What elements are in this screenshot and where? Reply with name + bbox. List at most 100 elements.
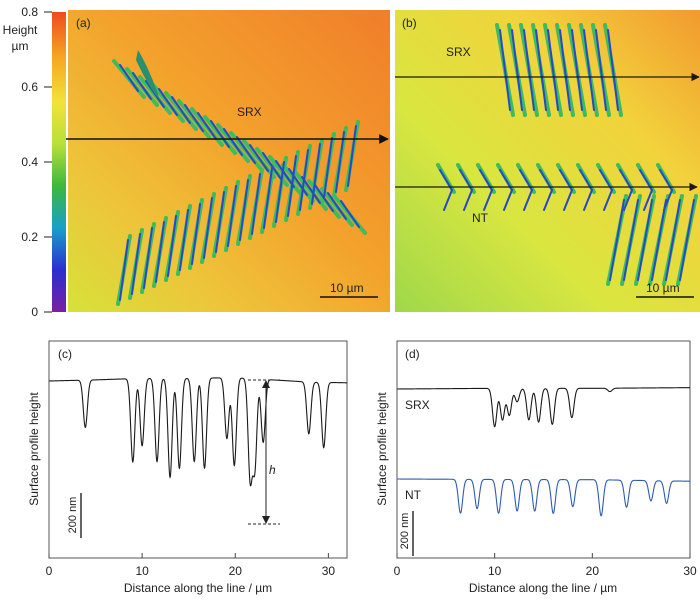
profile-chart-d-series-label-srx: SRX xyxy=(405,398,430,412)
profile-chart-d-x-axis: 0 10 20 30 xyxy=(394,553,697,578)
striation xyxy=(119,239,129,301)
striation xyxy=(607,29,619,111)
striation xyxy=(323,137,333,199)
profile-chart-c: (c) 0 10 20 30 Distance along the line / µm… xyxy=(27,340,348,595)
striation xyxy=(563,189,573,211)
striation xyxy=(236,136,256,164)
colorbar-tick-label: 0.4 xyxy=(21,155,38,169)
height-map-a-scale-label: 10 µm xyxy=(330,281,364,295)
striation xyxy=(223,128,243,156)
striation xyxy=(603,189,613,211)
striation xyxy=(535,29,547,111)
profile-chart-c-scale-bar: 200 nm xyxy=(67,493,82,538)
colorbar-gradient xyxy=(52,12,66,312)
x-tick-label: 30 xyxy=(322,564,336,578)
striation xyxy=(299,149,309,211)
profile-chart-c-trace xyxy=(49,377,347,487)
striation xyxy=(143,227,153,289)
striation xyxy=(275,161,285,223)
striation xyxy=(210,120,230,148)
height-map-a-panel-label: (a) xyxy=(76,16,91,30)
height-map-a-striations xyxy=(112,50,367,306)
striation xyxy=(136,50,160,100)
striation xyxy=(623,189,633,211)
colorbar-tick-label: 0.8 xyxy=(21,5,38,19)
colorbar-unit: µm xyxy=(12,39,29,53)
striation xyxy=(119,64,139,92)
striation xyxy=(203,197,213,259)
x-tick-label: 0 xyxy=(46,564,53,578)
striation xyxy=(571,29,583,111)
striation xyxy=(483,189,493,211)
x-tick-label: 10 xyxy=(135,564,149,578)
profile-chart-d-scale-bar: 200 nm xyxy=(399,511,414,556)
striation xyxy=(651,199,667,281)
striation xyxy=(443,189,453,211)
x-tick-label: 0 xyxy=(394,564,401,578)
striation xyxy=(595,29,607,111)
profile-chart-c-frame xyxy=(48,340,348,559)
striation xyxy=(547,29,559,111)
colorbar-tick-label: 0.2 xyxy=(21,230,38,244)
striation xyxy=(301,176,321,204)
x-tick-label: 20 xyxy=(229,564,243,578)
profile-chart-d-x-axis-label: Distance along the line / µm xyxy=(469,581,617,595)
height-map-b-background xyxy=(395,10,700,312)
profile-chart-d-panel-label: (d) xyxy=(405,347,420,361)
striation xyxy=(583,29,595,111)
striation xyxy=(523,189,533,211)
colorbar-tick-label: 0.6 xyxy=(21,80,38,94)
profile-chart-c-depth-marker: h xyxy=(248,379,280,525)
x-tick-label: 20 xyxy=(586,564,600,578)
striation xyxy=(184,104,204,132)
striation xyxy=(523,29,535,111)
striation xyxy=(665,199,681,281)
striation xyxy=(158,88,178,116)
striation xyxy=(197,112,217,140)
striation xyxy=(287,155,297,217)
striation xyxy=(311,143,321,205)
striation xyxy=(171,96,191,124)
striation xyxy=(463,189,473,211)
striation xyxy=(499,29,511,111)
striation xyxy=(623,199,639,281)
colorbar-ticks: 0.8 0.6 0.4 0.2 0 xyxy=(21,5,52,319)
height-map-b-panel-label: (b) xyxy=(402,16,417,30)
profile-chart-d-frame xyxy=(396,340,691,559)
profile-chart-d-series-label-nt: NT xyxy=(405,488,422,502)
striation xyxy=(179,209,189,271)
striation xyxy=(263,167,273,229)
striation xyxy=(249,144,269,172)
profile-chart-d-scale-bar-label: 200 nm xyxy=(399,513,411,550)
striation xyxy=(167,215,177,277)
striation xyxy=(191,203,201,265)
striation xyxy=(643,189,653,211)
profile-chart-d-trace-srx xyxy=(397,387,690,428)
striation xyxy=(340,200,360,228)
striation xyxy=(559,29,571,111)
striation xyxy=(335,131,345,193)
height-map-a-background xyxy=(68,10,390,312)
striation xyxy=(239,179,249,241)
striation xyxy=(327,192,347,220)
striation xyxy=(347,125,357,187)
profile-chart-d-trace-nt xyxy=(397,478,690,517)
striation xyxy=(637,199,653,281)
striation xyxy=(227,185,237,247)
height-map-b-scale-label: 10 µm xyxy=(646,281,680,295)
striation xyxy=(132,72,152,100)
colorbar-tick-label: 0 xyxy=(31,305,38,319)
profile-chart-c-panel-label: (c) xyxy=(58,347,72,361)
striation xyxy=(262,152,282,180)
profile-chart-d: (d) 0 10 20 30 Distance along the line / µm… xyxy=(375,340,697,595)
striation xyxy=(609,199,625,281)
profile-chart-c-x-axis: 0 10 20 30 xyxy=(46,553,336,578)
colorbar-title: Height xyxy=(3,23,38,37)
height-map-b-region-label-nt: NT xyxy=(472,211,489,225)
striation xyxy=(251,173,261,235)
striation xyxy=(155,221,165,283)
height-map-a-region-label-srx: SRX xyxy=(237,105,262,119)
striation xyxy=(288,168,308,196)
height-map-b-region-label-srx: SRX xyxy=(446,45,471,59)
